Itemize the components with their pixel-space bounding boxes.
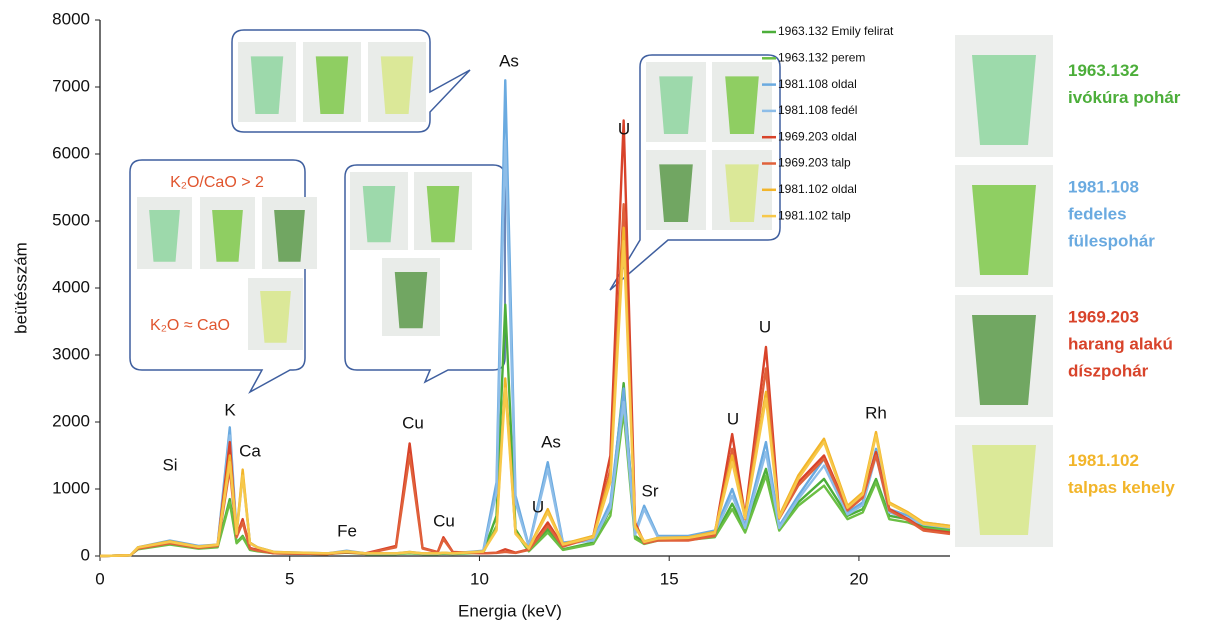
sample-label: fülespohár <box>1068 231 1155 250</box>
glass <box>380 56 414 114</box>
glass <box>212 209 243 262</box>
x-tick-label: 10 <box>470 569 489 588</box>
legend-label: 1981.108 oldal <box>778 77 857 91</box>
legend-label: 1981.102 talp <box>778 208 851 222</box>
legend-label: 1981.108 fedél <box>778 103 857 117</box>
peak-label: U <box>532 497 544 516</box>
y-tick-label: 4000 <box>52 277 90 296</box>
x-tick-label: 15 <box>660 569 679 588</box>
y-tick-label: 1000 <box>52 478 90 497</box>
legend-label: 1969.203 oldal <box>778 129 857 143</box>
peak-label: Si <box>162 455 177 474</box>
peak-label: Ca <box>239 441 261 460</box>
sample-label: 1969.203 <box>1068 307 1139 326</box>
peak-label: Sr <box>642 481 659 500</box>
glass <box>659 164 693 222</box>
glass <box>725 76 759 134</box>
peak-label: Rh <box>865 403 887 422</box>
sample-glass <box>972 185 1036 275</box>
glass <box>250 56 284 114</box>
x-axis-label: Energia (keV) <box>458 601 562 620</box>
x-tick-label: 20 <box>849 569 868 588</box>
callout-text: K₂O ≈ CaO <box>150 317 230 334</box>
y-tick-label: 2000 <box>52 411 90 430</box>
y-tick-label: 0 <box>81 545 90 564</box>
glass <box>274 209 305 262</box>
peak-label: Fe <box>337 521 357 540</box>
legend-label: 1963.132 perem <box>778 50 865 64</box>
glass <box>149 209 180 262</box>
x-tick-label: 0 <box>95 569 104 588</box>
glass <box>362 186 396 243</box>
callout-text: K₂O/CaO > 2 <box>170 174 264 191</box>
glass <box>659 76 693 134</box>
sample-label: fedeles <box>1068 204 1127 223</box>
glass <box>394 272 428 329</box>
peak-label: K <box>224 400 236 419</box>
glass <box>260 290 291 343</box>
y-tick-label: 8000 <box>52 9 90 28</box>
peak-label: U <box>759 317 771 336</box>
sample-glass <box>972 315 1036 405</box>
peak-label: Cu <box>402 413 424 432</box>
glass <box>426 186 460 243</box>
y-tick-label: 7000 <box>52 76 90 95</box>
legend-label: 1963.132 Emily felirat <box>778 24 894 38</box>
sample-label: 1981.102 <box>1068 451 1139 470</box>
sample-label: 1981.108 <box>1068 177 1139 196</box>
sample-label: harang alakú <box>1068 334 1173 353</box>
x-tick-label: 5 <box>285 569 294 588</box>
peak-label: U <box>727 409 739 428</box>
spectrum-line <box>99 203 951 558</box>
y-axis-label: beütésszám <box>11 242 30 334</box>
callouts: K₂O/CaO > 2 K₂O ≈ CaO <box>129 29 781 394</box>
peak-label: Cu <box>433 511 455 530</box>
glass <box>315 56 349 114</box>
glass <box>725 164 759 222</box>
sample-label: 1963.132 <box>1068 61 1139 80</box>
sample-label: talpas kehely <box>1068 478 1175 497</box>
y-tick-label: 6000 <box>52 143 90 162</box>
peak-label: U <box>618 119 630 138</box>
callout-box <box>129 159 306 394</box>
sample-label: díszpohár <box>1068 361 1149 380</box>
legend-label: 1969.203 talp <box>778 156 851 170</box>
y-tick-label: 5000 <box>52 210 90 229</box>
peak-label: As <box>541 432 561 451</box>
legend-label: 1981.102 oldal <box>778 182 857 196</box>
spectrum-line <box>99 239 951 558</box>
y-tick-label: 3000 <box>52 344 90 363</box>
sample-glass <box>972 55 1036 145</box>
peak-label: As <box>499 51 519 70</box>
sample-label: ivókúra pohár <box>1068 88 1181 107</box>
sample-glass <box>972 445 1036 535</box>
